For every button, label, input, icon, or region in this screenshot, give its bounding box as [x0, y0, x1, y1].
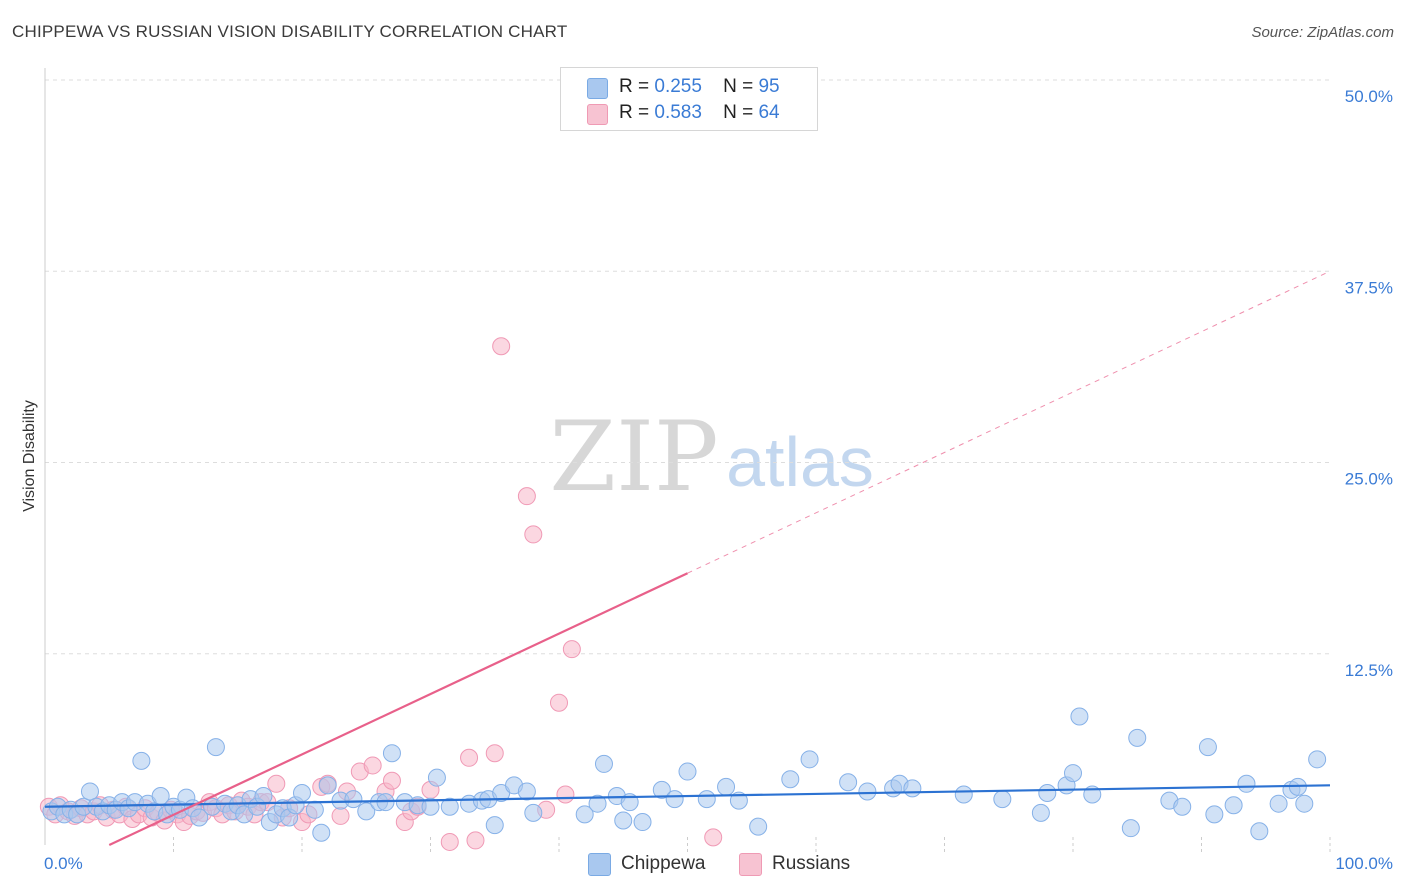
- chippewa-point: [717, 777, 736, 796]
- x-tick-label: 100.0%: [1335, 854, 1393, 873]
- russians-point: [562, 640, 581, 659]
- bottom-legend-label: Russians: [772, 853, 851, 874]
- y-tick-label: 12.5%: [1345, 661, 1393, 680]
- legend-r-label: R =: [619, 102, 650, 123]
- chippewa-point: [678, 762, 697, 781]
- chippewa-point: [312, 823, 331, 842]
- chippewa-point: [293, 783, 311, 802]
- correlation-legend: R = 0.255 N = 95 R = 0.583 N = 64: [560, 67, 818, 131]
- chippewa-point: [1198, 738, 1217, 757]
- chippewa-point: [614, 811, 633, 830]
- y-tick-label: 37.5%: [1345, 278, 1393, 297]
- source-label: Source: ZipAtlas.com: [1251, 24, 1394, 41]
- chippewa-point: [132, 751, 151, 770]
- chippewa-point: [190, 808, 209, 827]
- russians-point: [485, 744, 504, 763]
- legend-n-label: N =: [723, 102, 754, 123]
- chippewa-point: [524, 803, 543, 822]
- watermark-zip: ZIP: [549, 401, 718, 513]
- chippewa-point: [344, 790, 363, 809]
- chippewa-point: [421, 797, 440, 816]
- chippewa-point: [575, 805, 594, 824]
- russians-point: [440, 832, 459, 851]
- chippewa-point: [800, 750, 819, 769]
- russians-swatch: [587, 104, 608, 125]
- legend-n-value: 64: [758, 102, 780, 123]
- legend-n-label: N =: [723, 76, 754, 97]
- chippewa-point: [839, 773, 858, 792]
- russians-point: [267, 774, 286, 793]
- russians-point: [550, 693, 568, 712]
- chippewa-point: [1205, 805, 1224, 824]
- chippewa-point: [1038, 783, 1057, 802]
- chippewa-point: [594, 754, 613, 773]
- chippewa-point: [1064, 764, 1082, 783]
- chippewa-point: [427, 768, 446, 787]
- chippewa-point: [588, 794, 607, 813]
- russians-trend-line-extension: [687, 270, 1331, 574]
- x-tick-label: 0.0%: [44, 854, 83, 873]
- chippewa-point: [858, 782, 877, 801]
- y-tick-label: 50.0%: [1345, 87, 1393, 106]
- russians-point: [517, 487, 536, 506]
- russians-point: [382, 771, 401, 790]
- chippewa-point: [993, 790, 1012, 809]
- russians-point: [492, 337, 511, 356]
- chippewa-point: [357, 802, 376, 821]
- chippewa-point: [1224, 796, 1243, 815]
- chippewa-point: [1250, 822, 1269, 841]
- russians-point: [363, 756, 382, 775]
- chippewa-point: [749, 817, 768, 836]
- legend-r-value: 0.583: [654, 102, 702, 123]
- chippewa-point: [1173, 797, 1192, 816]
- chippewa-point: [697, 790, 716, 809]
- chippewa-point: [1269, 794, 1288, 813]
- chippewa-trend-line: [44, 784, 1331, 808]
- chippewa-point: [781, 770, 800, 789]
- chippewa-point: [1237, 774, 1256, 793]
- russians-point: [466, 831, 485, 850]
- chippewa-point: [903, 779, 922, 798]
- chippewa-point: [254, 787, 273, 806]
- russians-point: [331, 806, 350, 825]
- chippewa-point: [652, 780, 671, 799]
- chippewa-point: [1121, 819, 1140, 838]
- chippewa-point: [485, 816, 504, 835]
- chippewa-point: [382, 744, 401, 763]
- chippewa-swatch: [587, 78, 608, 99]
- russians-point: [556, 785, 575, 804]
- y-tick-label: 25.0%: [1345, 470, 1393, 489]
- russians-point: [524, 525, 543, 544]
- russians-point: [460, 748, 479, 767]
- chippewa-point: [206, 738, 225, 757]
- chippewa-point: [633, 813, 652, 832]
- russians-point: [704, 828, 723, 847]
- legend-r-label: R =: [619, 76, 650, 97]
- legend-n-value: 95: [758, 76, 780, 97]
- chippewa-point: [440, 797, 459, 816]
- chippewa-point: [1295, 794, 1314, 813]
- bottom-legend-label: Chippewa: [621, 853, 706, 874]
- chippewa-point: [1308, 750, 1327, 769]
- russians-trend-line: [108, 572, 688, 846]
- chippewa-point: [1031, 803, 1050, 822]
- chippewa-point: [80, 782, 99, 801]
- y-axis-label: Vision Disability: [21, 400, 38, 512]
- russians-swatch: [739, 853, 762, 876]
- legend-r-value: 0.255: [654, 76, 702, 97]
- chippewa-point: [1070, 707, 1089, 726]
- chippewa-point: [517, 782, 536, 801]
- chippewa-point: [318, 776, 337, 795]
- chippewa-point: [665, 790, 684, 809]
- chippewa-point: [305, 800, 324, 819]
- chippewa-point: [1128, 728, 1147, 747]
- chippewa-point: [954, 785, 973, 804]
- chippewa-swatch: [588, 853, 611, 876]
- chippewa-point: [729, 791, 748, 810]
- chart-title: CHIPPEWA VS RUSSIAN VISION DISABILITY CO…: [12, 22, 568, 41]
